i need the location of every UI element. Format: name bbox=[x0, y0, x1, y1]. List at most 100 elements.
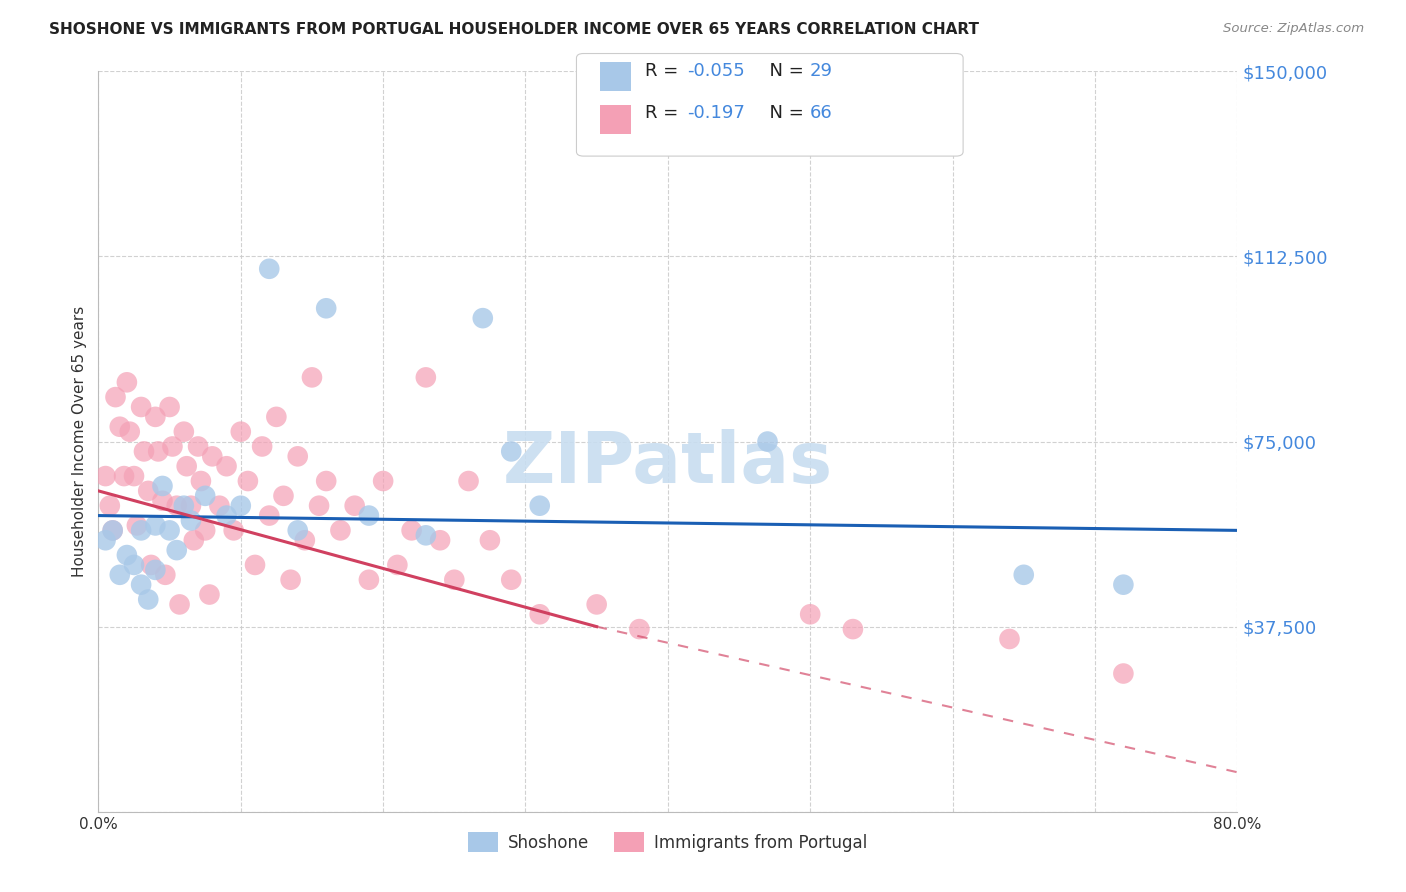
Point bbox=[194, 524, 217, 538]
Point bbox=[108, 419, 131, 434]
Point bbox=[180, 499, 202, 513]
Point bbox=[166, 499, 188, 513]
Point bbox=[266, 409, 288, 424]
Point bbox=[112, 469, 135, 483]
Text: SHOSHONE VS IMMIGRANTS FROM PORTUGAL HOUSEHOLDER INCOME OVER 65 YEARS CORRELATIO: SHOSHONE VS IMMIGRANTS FROM PORTUGAL HOU… bbox=[49, 22, 979, 37]
Point bbox=[443, 573, 465, 587]
Text: R =: R = bbox=[645, 104, 690, 122]
Point bbox=[201, 450, 224, 464]
Point bbox=[294, 533, 316, 548]
Point bbox=[115, 548, 138, 562]
Text: -0.197: -0.197 bbox=[688, 104, 745, 122]
Point bbox=[329, 524, 352, 538]
Point bbox=[166, 543, 188, 558]
Point bbox=[222, 524, 245, 538]
Point bbox=[148, 444, 170, 458]
Point bbox=[585, 598, 607, 612]
Point bbox=[215, 459, 238, 474]
Point bbox=[122, 558, 145, 572]
Point bbox=[108, 567, 131, 582]
Point bbox=[139, 558, 162, 572]
Point bbox=[198, 588, 221, 602]
Point bbox=[628, 622, 651, 636]
Point bbox=[229, 425, 252, 439]
Point bbox=[136, 483, 159, 498]
Point bbox=[529, 499, 551, 513]
Y-axis label: Householder Income Over 65 years: Householder Income Over 65 years bbox=[72, 306, 87, 577]
Point bbox=[1112, 666, 1135, 681]
Point bbox=[94, 533, 117, 548]
Point bbox=[373, 474, 395, 488]
Point bbox=[842, 622, 865, 636]
Point bbox=[132, 444, 155, 458]
Point bbox=[159, 400, 181, 414]
Point bbox=[799, 607, 821, 622]
Point bbox=[415, 370, 437, 384]
Point bbox=[115, 376, 138, 390]
Point bbox=[415, 528, 437, 542]
Point bbox=[1112, 577, 1135, 591]
Point bbox=[501, 444, 523, 458]
Text: ZIPatlas: ZIPatlas bbox=[503, 429, 832, 499]
Point bbox=[152, 479, 174, 493]
Point bbox=[250, 440, 273, 454]
Point bbox=[162, 440, 184, 454]
Point bbox=[357, 573, 380, 587]
Legend: Shoshone, Immigrants from Portugal: Shoshone, Immigrants from Portugal bbox=[461, 825, 875, 859]
Point bbox=[145, 409, 167, 424]
Point bbox=[169, 598, 191, 612]
Point bbox=[273, 489, 295, 503]
Point bbox=[287, 450, 309, 464]
Point bbox=[187, 440, 209, 454]
Text: N =: N = bbox=[758, 62, 810, 79]
Point bbox=[98, 499, 121, 513]
Point bbox=[387, 558, 409, 572]
Text: Source: ZipAtlas.com: Source: ZipAtlas.com bbox=[1223, 22, 1364, 36]
Point bbox=[287, 524, 309, 538]
Point bbox=[122, 469, 145, 483]
Point bbox=[308, 499, 330, 513]
Text: 29: 29 bbox=[810, 62, 832, 79]
Point bbox=[176, 459, 198, 474]
Point bbox=[159, 524, 181, 538]
Point bbox=[259, 508, 281, 523]
Point bbox=[315, 301, 337, 316]
Point bbox=[756, 434, 779, 449]
Text: 66: 66 bbox=[810, 104, 832, 122]
Point bbox=[229, 499, 252, 513]
Point bbox=[173, 425, 195, 439]
Point bbox=[429, 533, 451, 548]
Point bbox=[478, 533, 501, 548]
Point bbox=[315, 474, 337, 488]
Point bbox=[118, 425, 141, 439]
Point bbox=[259, 261, 281, 276]
Point bbox=[155, 567, 177, 582]
Point bbox=[343, 499, 366, 513]
Point bbox=[457, 474, 479, 488]
Point bbox=[243, 558, 266, 572]
Point bbox=[101, 524, 124, 538]
Point bbox=[183, 533, 205, 548]
Text: R =: R = bbox=[645, 62, 685, 79]
Text: -0.055: -0.055 bbox=[688, 62, 745, 79]
Point bbox=[94, 469, 117, 483]
Point bbox=[180, 514, 202, 528]
Point bbox=[280, 573, 302, 587]
Point bbox=[215, 508, 238, 523]
Point bbox=[1012, 567, 1035, 582]
Point bbox=[301, 370, 323, 384]
Point bbox=[101, 524, 124, 538]
Point bbox=[236, 474, 259, 488]
Point bbox=[129, 577, 152, 591]
Point bbox=[357, 508, 380, 523]
Point bbox=[129, 524, 152, 538]
Point bbox=[125, 518, 148, 533]
Point bbox=[136, 592, 159, 607]
Point bbox=[190, 474, 212, 488]
Point bbox=[145, 563, 167, 577]
Point bbox=[998, 632, 1021, 646]
Point bbox=[173, 499, 195, 513]
Point bbox=[152, 493, 174, 508]
Text: N =: N = bbox=[758, 104, 810, 122]
Point bbox=[471, 311, 494, 326]
